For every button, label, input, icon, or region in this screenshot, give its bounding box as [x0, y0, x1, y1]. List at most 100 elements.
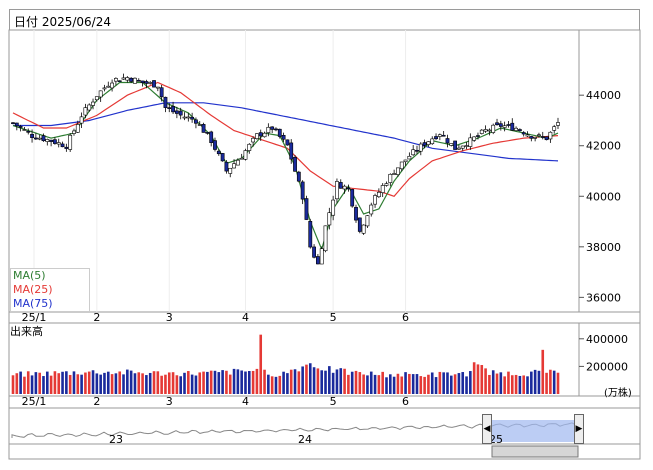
candle-body — [335, 181, 339, 200]
ma-legend: MA(5) MA(25) MA(75) — [10, 268, 90, 312]
candle-body — [540, 136, 545, 138]
candle-body — [552, 126, 557, 131]
candle-body — [178, 110, 183, 116]
candle-body — [529, 136, 534, 139]
volume-month-tick-label: 25/1 — [22, 395, 47, 408]
candle-body — [453, 140, 457, 150]
candle-body — [41, 135, 46, 142]
candle-body — [262, 132, 267, 138]
scrollbar-thumb[interactable] — [491, 445, 579, 458]
legend-ma25: MA(25) — [13, 283, 53, 296]
volume-bar — [526, 376, 529, 394]
volume-bar — [503, 376, 506, 394]
candle-body — [133, 77, 137, 84]
volume-tick-label: 200000 — [586, 360, 628, 373]
volume-bar — [308, 363, 312, 394]
volume-bar — [354, 370, 358, 394]
volume-bar — [316, 368, 320, 394]
price-xaxis-bar — [8, 311, 641, 324]
volume-bar — [507, 371, 510, 394]
candle-body — [468, 137, 473, 147]
volume-bar — [328, 366, 331, 394]
candle-body — [472, 136, 477, 141]
candle-body — [94, 96, 99, 101]
volume-bar — [411, 374, 415, 394]
volume-bar — [106, 371, 110, 394]
volume-bar — [65, 371, 68, 394]
candle-body — [155, 86, 160, 89]
candle-body — [186, 116, 191, 119]
volume-bar — [259, 334, 263, 394]
volume-bar — [289, 369, 293, 394]
volume-bar — [427, 374, 430, 394]
volume-month-tick-label: 6 — [402, 395, 409, 408]
navigator-year-label: 25 — [489, 433, 503, 446]
volume-bar — [350, 371, 354, 394]
candle-body — [514, 127, 518, 131]
candle-body — [30, 133, 34, 138]
month-tick-label: 2 — [93, 311, 100, 324]
candle-body — [91, 101, 95, 106]
volume-bar — [194, 375, 198, 394]
candle-body — [445, 138, 450, 144]
volume-bar — [461, 372, 465, 394]
volume-bar — [247, 371, 251, 394]
candle-body — [277, 128, 282, 137]
candle-body — [296, 171, 301, 182]
candle-body — [201, 124, 206, 133]
volume-month-tick-label: 3 — [166, 395, 173, 408]
volume-bar — [541, 349, 545, 394]
candle-body — [361, 224, 366, 234]
candle-body — [152, 80, 156, 88]
candle-body — [194, 119, 198, 124]
volume-bar — [297, 371, 301, 394]
date-label: 日付 2025/06/24 — [14, 15, 111, 29]
candle-body — [411, 149, 416, 156]
volume-bar — [415, 374, 419, 394]
volume-bar — [446, 372, 449, 394]
volume-bar — [202, 371, 205, 394]
volume-bar — [476, 364, 480, 394]
candle-body — [392, 173, 397, 175]
volume-bar — [430, 372, 434, 394]
candle-body — [369, 204, 374, 215]
price-tick-label: 38000 — [586, 241, 621, 254]
candle-body — [274, 128, 278, 131]
volume-bar — [26, 371, 30, 394]
volume-bar — [343, 368, 346, 394]
candle-body — [26, 130, 31, 133]
volume-bar — [167, 372, 171, 394]
volume-bar — [15, 373, 19, 394]
volume-bar — [522, 375, 525, 394]
candle-body — [72, 130, 76, 134]
volume-bar — [171, 372, 175, 394]
volume-bar — [335, 369, 339, 394]
volume-bar — [392, 376, 396, 394]
month-tick-label: 25/1 — [22, 311, 47, 324]
volume-bar — [221, 370, 224, 394]
volume-bar — [537, 370, 541, 394]
candle-body — [457, 147, 461, 150]
volume-bar — [244, 371, 247, 394]
nav-right-handle[interactable]: ▶ — [574, 414, 584, 444]
candle-body — [407, 155, 412, 160]
candle-body — [327, 212, 332, 226]
volume-bar — [217, 372, 221, 394]
volume-bar — [103, 372, 106, 394]
volume-bar — [545, 372, 548, 394]
nav-left-handle[interactable]: ◀ — [482, 414, 492, 444]
candle-body — [216, 150, 221, 155]
candle-body — [437, 134, 442, 137]
candle-body — [98, 90, 103, 98]
month-tick-label: 3 — [166, 311, 173, 324]
candle-body — [365, 215, 370, 227]
candle-body — [125, 77, 130, 81]
scrollbar-track[interactable] — [8, 443, 641, 460]
volume-bar — [137, 372, 141, 394]
volume-bar — [240, 370, 243, 394]
volume-bar — [187, 371, 190, 394]
price-axis-panel — [578, 29, 641, 313]
volume-bar — [225, 370, 228, 394]
volume-title: 出来高 — [10, 325, 43, 338]
candle-body — [190, 116, 195, 120]
